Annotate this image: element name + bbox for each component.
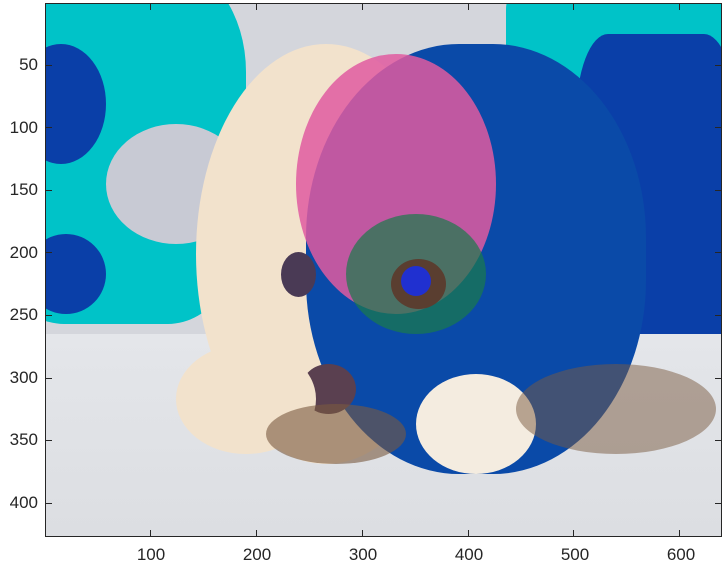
image-axes: [45, 3, 722, 537]
x-tick-mark: [256, 530, 258, 537]
displayed-image: [46, 4, 721, 536]
x-tick-mark: [679, 3, 681, 10]
y-tick-mark: [45, 440, 52, 442]
y-tick-mark: [715, 502, 722, 504]
x-tick-mark: [467, 3, 469, 10]
x-tick-label: 300: [348, 545, 378, 564]
x-tick-mark: [150, 530, 152, 537]
y-tick-mark: [715, 440, 722, 442]
y-tick-mark: [715, 377, 722, 379]
x-tick-mark: [361, 530, 363, 537]
y-tick-label: 350: [9, 430, 38, 449]
y-tick-label: 100: [9, 118, 38, 137]
y-tick-mark: [715, 189, 722, 191]
y-tick-mark: [45, 64, 52, 66]
y-tick-label: 300: [9, 368, 38, 387]
x-tick-label: 600: [666, 545, 696, 564]
y-tick-label: 400: [9, 493, 38, 512]
y-tick-label: 200: [9, 243, 38, 262]
x-tick-mark: [361, 3, 363, 10]
y-tick-mark: [45, 252, 52, 254]
x-tick-mark: [573, 3, 575, 10]
x-tick-label: 500: [560, 545, 590, 564]
y-tick-mark: [45, 315, 52, 317]
x-tick-mark: [467, 530, 469, 537]
y-tick-mark: [715, 127, 722, 129]
y-tick-mark: [715, 64, 722, 66]
y-tick-mark: [45, 502, 52, 504]
x-tick-label: 400: [454, 545, 484, 564]
x-tick-mark: [256, 3, 258, 10]
x-tick-label: 200: [242, 545, 272, 564]
y-tick-mark: [45, 127, 52, 129]
x-tick-mark: [679, 530, 681, 537]
y-tick-mark: [45, 377, 52, 379]
y-tick-label: 50: [19, 55, 38, 74]
y-tick-mark: [715, 252, 722, 254]
y-tick-label: 150: [9, 180, 38, 199]
x-tick-label: 100: [136, 545, 166, 564]
y-tick-mark: [45, 189, 52, 191]
y-tick-mark: [715, 315, 722, 317]
y-tick-label: 250: [9, 305, 38, 324]
x-tick-mark: [573, 530, 575, 537]
x-tick-mark: [150, 3, 152, 10]
